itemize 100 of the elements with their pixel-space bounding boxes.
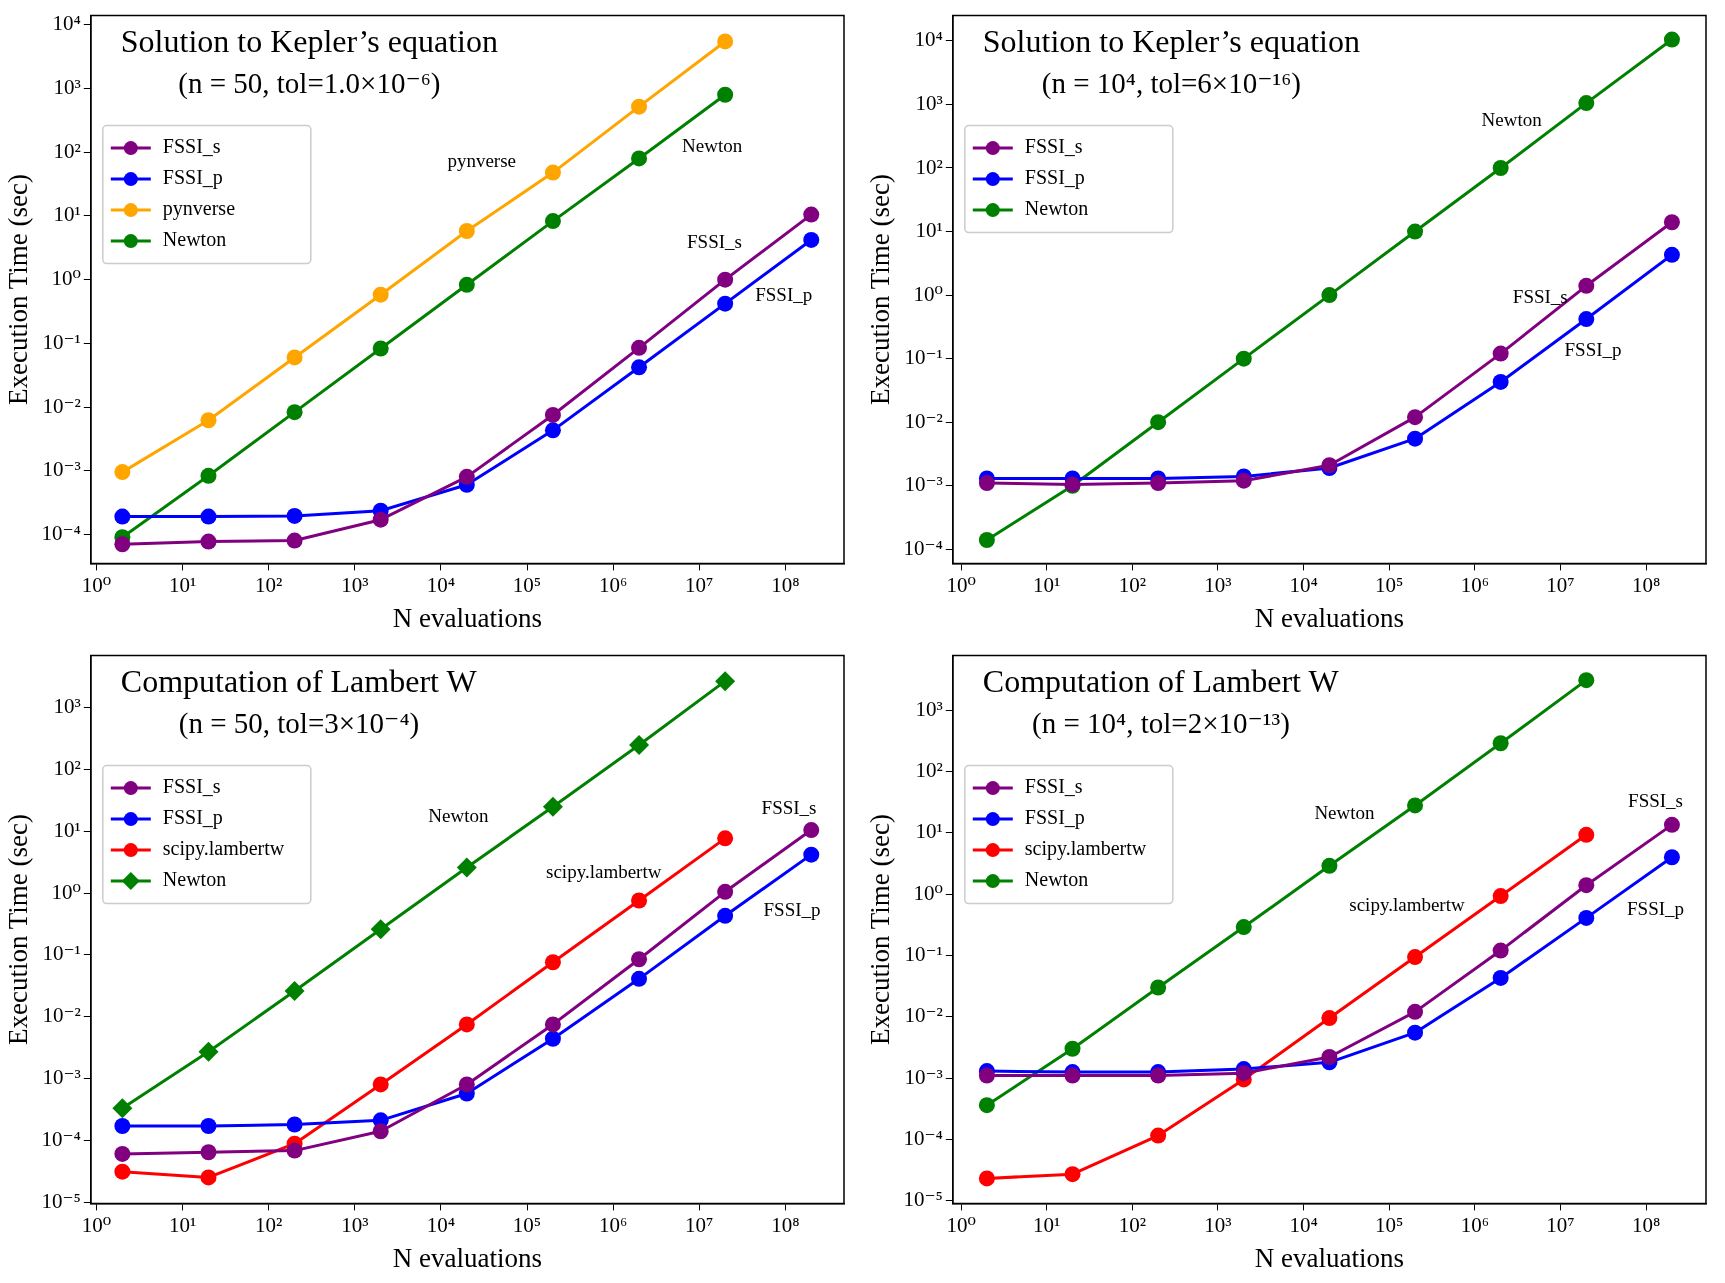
point xyxy=(286,404,303,421)
annotation: Newton xyxy=(428,805,489,827)
point xyxy=(198,1041,219,1062)
x-tick-label: 10³ xyxy=(341,1212,369,1237)
x-axis-title: N evaluations xyxy=(392,1242,543,1273)
point xyxy=(458,1076,475,1093)
point xyxy=(978,1097,995,1114)
point xyxy=(631,892,648,909)
x-tick-label: 10⁷ xyxy=(1546,1212,1575,1237)
text: (n = 50, tol=1.0×10⁻⁶) xyxy=(178,67,441,101)
point xyxy=(1663,246,1680,263)
x-tick-label: 10¹ xyxy=(1033,1212,1061,1237)
y-tick-label: 10² xyxy=(915,154,943,179)
point xyxy=(631,359,648,376)
point xyxy=(1321,1049,1338,1066)
point xyxy=(1578,95,1595,112)
point xyxy=(544,954,561,971)
x-tick-label: 10⁰ xyxy=(946,572,976,597)
point xyxy=(1235,1065,1252,1082)
point xyxy=(1578,311,1595,328)
x-tick-label: 10¹ xyxy=(1033,572,1061,597)
point xyxy=(1663,214,1680,231)
point xyxy=(200,412,217,429)
x-tick-label: 10⁵ xyxy=(1375,572,1404,597)
x-tick-label: 10⁷ xyxy=(685,572,714,597)
annotation: scipy.lambertw xyxy=(546,861,662,883)
x-tick-label: 10³ xyxy=(1204,572,1232,597)
y-tick-label: 10⁻⁴ xyxy=(903,1125,943,1150)
point xyxy=(1578,826,1595,843)
point xyxy=(717,883,734,900)
legend-label: Newton xyxy=(1024,868,1089,891)
y-axis-title: Execution Time (sec) xyxy=(3,814,34,1045)
y-tick-label: 10⁻² xyxy=(42,1003,81,1028)
x-tick-label: 10⁰ xyxy=(81,572,112,597)
point xyxy=(200,1169,217,1186)
point xyxy=(458,468,475,485)
point xyxy=(1578,672,1595,689)
y-tick-label: 10⁻¹ xyxy=(42,329,81,354)
point xyxy=(717,830,734,847)
annotation: Newton xyxy=(1314,802,1376,824)
x-tick-label: 10¹ xyxy=(168,1212,197,1237)
point xyxy=(1407,949,1424,966)
x-tick-label: 10² xyxy=(255,572,283,597)
point xyxy=(544,1030,561,1047)
x-tick-label: 10⁶ xyxy=(1460,1212,1490,1237)
point xyxy=(1492,942,1509,959)
x-axis-title: N evaluations xyxy=(1254,1242,1405,1273)
chart-title: Solution to Kepler’s equation xyxy=(982,23,1360,60)
point xyxy=(978,1170,995,1187)
x-tick-label: 10⁵ xyxy=(1375,1212,1404,1237)
point xyxy=(114,464,131,481)
annotation: Newton xyxy=(1481,109,1543,131)
point xyxy=(717,907,734,924)
y-tick-label: 10⁴ xyxy=(52,11,81,36)
point xyxy=(1492,159,1509,176)
y-tick-label: 10¹ xyxy=(53,202,81,227)
y-tick-label: 10⁴ xyxy=(914,27,943,52)
point xyxy=(1492,888,1509,905)
point xyxy=(1492,969,1509,986)
y-tick-label: 10² xyxy=(915,758,943,783)
y-tick-label: 10² xyxy=(53,756,81,781)
y-tick-label: 10⁻⁴ xyxy=(41,520,81,545)
point xyxy=(112,1098,133,1119)
point xyxy=(715,671,736,692)
point xyxy=(114,1163,131,1180)
legend-label: FSSI_s xyxy=(162,775,221,798)
point xyxy=(631,970,648,987)
chart-title: Computation of Lambert W xyxy=(120,663,478,700)
x-tick-label: 10⁴ xyxy=(426,1212,456,1237)
y-tick-label: 10⁻² xyxy=(904,1003,943,1028)
point xyxy=(803,231,820,248)
y-tick-label: 10² xyxy=(53,138,81,163)
chart-title: Computation of Lambert W xyxy=(982,663,1340,700)
x-tick-label: 10⁸ xyxy=(771,1212,800,1237)
point xyxy=(978,475,995,492)
legend-label: Newton xyxy=(162,868,227,891)
point xyxy=(1407,797,1424,814)
point xyxy=(803,206,820,223)
point xyxy=(284,981,305,1002)
y-tick-label: 10³ xyxy=(915,696,943,721)
y-tick-label: 10⁻¹ xyxy=(904,941,943,966)
point xyxy=(1321,287,1338,304)
x-tick-label: 10¹ xyxy=(168,572,197,597)
point xyxy=(372,1123,389,1140)
point xyxy=(372,511,389,528)
x-tick-label: 10⁶ xyxy=(598,572,628,597)
point xyxy=(1150,475,1167,492)
y-tick-label: 10¹ xyxy=(915,218,943,243)
point xyxy=(717,86,734,103)
point xyxy=(1663,849,1680,866)
point xyxy=(629,735,650,755)
point xyxy=(1578,909,1595,926)
annotation: pynverse xyxy=(447,150,517,172)
x-axis-title: N evaluations xyxy=(1254,602,1405,633)
point xyxy=(1663,816,1680,833)
point xyxy=(717,271,734,288)
point xyxy=(544,1016,561,1033)
x-tick-label: 10⁵ xyxy=(512,572,542,597)
point xyxy=(631,150,648,167)
y-axis-title: Execution Time (sec) xyxy=(865,174,896,405)
